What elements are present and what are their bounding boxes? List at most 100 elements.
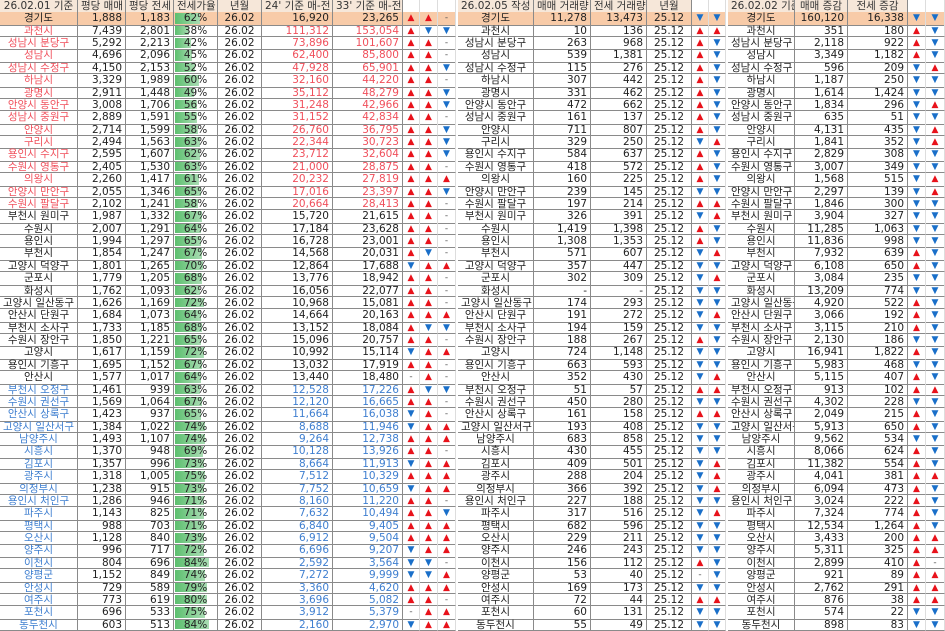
middle-year-month-cell[interactable]: 25.12: [647, 185, 692, 199]
middle-jeonse-volume-cell[interactable]: 57: [591, 383, 647, 397]
middle-year-month-cell[interactable]: 25.12: [647, 395, 692, 409]
middle-year-month-cell[interactable]: 25.12: [647, 309, 692, 323]
left-jeonse-ratio-cell[interactable]: 62%: [174, 284, 218, 298]
left-jeonse-per-pyeong-cell[interactable]: 696: [126, 556, 174, 570]
right-sale-change-cell[interactable]: 1,846: [795, 197, 848, 211]
left-jeonse-ratio-cell[interactable]: 63%: [174, 136, 218, 149]
left-jeonse-per-pyeong-cell[interactable]: 1,017: [126, 371, 174, 385]
left-jeonse-per-pyeong-cell[interactable]: 948: [126, 445, 174, 459]
left-header-sale-per-pyeong[interactable]: 평당 매매: [78, 0, 126, 13]
left-header-region[interactable]: 26.02.01 기준: [0, 0, 78, 13]
middle-jeonse-volume-cell[interactable]: 49: [591, 618, 647, 631]
right-sale-change-cell[interactable]: 11,836: [795, 235, 848, 248]
right-sale-change-cell[interactable]: 1,834: [795, 98, 848, 112]
left-jeonse-per-pyeong-cell[interactable]: 717: [126, 544, 174, 558]
left-sale-minus-jeonse-33-cell[interactable]: 15,114: [333, 346, 403, 360]
left-jeonse-per-pyeong-cell[interactable]: 1,205: [126, 272, 174, 286]
left-sale-minus-jeonse-24-cell[interactable]: 8,664: [262, 457, 333, 471]
left-year-month-cell[interactable]: 26.02: [218, 383, 262, 397]
left-jeonse-ratio-cell[interactable]: 64%: [174, 222, 218, 236]
right-region-cell[interactable]: 고양시 일산서구: [728, 420, 795, 434]
left-jeonse-ratio-cell[interactable]: 74%: [174, 433, 218, 446]
left-sale-minus-jeonse-24-cell[interactable]: 22,344: [262, 136, 333, 149]
right-sale-change-cell[interactable]: 876: [795, 593, 848, 607]
left-year-month-cell[interactable]: 26.02: [218, 136, 262, 149]
right-sale-change-cell[interactable]: 1,187: [795, 74, 848, 88]
right-jeonse-change-cell[interactable]: 534: [848, 433, 908, 446]
left-jeonse-ratio-cell[interactable]: 80%: [174, 593, 218, 607]
left-sale-per-pyeong-cell[interactable]: 1,801: [78, 259, 126, 273]
left-jeonse-per-pyeong-cell[interactable]: 1,159: [126, 346, 174, 360]
left-sale-minus-jeonse-33-cell[interactable]: 27,819: [333, 173, 403, 187]
left-sale-per-pyeong-cell[interactable]: 696: [78, 606, 126, 620]
left-jeonse-per-pyeong-cell[interactable]: 1,448: [126, 86, 174, 100]
left-region-cell[interactable]: 구리시: [0, 136, 78, 149]
middle-sale-volume-cell[interactable]: 357: [534, 259, 591, 273]
right-sale-change-cell[interactable]: 5,311: [795, 544, 848, 558]
right-sale-change-cell[interactable]: 921: [795, 569, 848, 583]
left-year-month-cell[interactable]: 26.02: [218, 544, 262, 558]
middle-jeonse-volume-cell[interactable]: 447: [591, 259, 647, 273]
right-jeonse-change-cell[interactable]: 639: [848, 247, 908, 261]
middle-year-month-cell[interactable]: 25.12: [647, 532, 692, 545]
middle-region-cell[interactable]: 성남시 수정구: [458, 61, 534, 75]
left-sale-minus-jeonse-33-cell[interactable]: 12,738: [333, 433, 403, 446]
left-header-sale-minus-jeonse-33[interactable]: 33' 기준 매-전: [333, 0, 403, 13]
left-sale-per-pyeong-cell[interactable]: 1,238: [78, 482, 126, 496]
middle-region-cell[interactable]: 성남시: [458, 49, 534, 63]
middle-jeonse-volume-cell[interactable]: 430: [591, 371, 647, 385]
middle-sale-volume-cell[interactable]: 302: [534, 272, 591, 286]
right-region-cell[interactable]: 이천시: [728, 556, 795, 570]
left-sale-minus-jeonse-33-cell[interactable]: 85,800: [333, 49, 403, 63]
left-jeonse-per-pyeong-cell[interactable]: 915: [126, 482, 174, 496]
right-region-cell[interactable]: 의정부시: [728, 482, 795, 496]
left-jeonse-per-pyeong-cell[interactable]: 939: [126, 383, 174, 397]
left-sale-per-pyeong-cell[interactable]: 2,102: [78, 197, 126, 211]
right-jeonse-change-cell[interactable]: 1,063: [848, 222, 908, 236]
left-sale-minus-jeonse-24-cell[interactable]: 6,912: [262, 532, 333, 545]
left-region-cell[interactable]: 용인시 기흥구: [0, 358, 78, 372]
left-region-cell[interactable]: 수원시 장안구: [0, 334, 78, 347]
left-jeonse-per-pyeong-cell[interactable]: 1,169: [126, 296, 174, 310]
middle-header-sale-volume[interactable]: 매매 거래량: [534, 0, 591, 13]
middle-year-month-cell[interactable]: 25.12: [647, 173, 692, 187]
left-jeonse-per-pyeong-cell[interactable]: 1,022: [126, 420, 174, 434]
left-year-month-cell[interactable]: 26.02: [218, 395, 262, 409]
left-year-month-cell[interactable]: 26.02: [218, 148, 262, 162]
middle-region-cell[interactable]: 평택시: [458, 519, 534, 533]
middle-jeonse-volume-cell[interactable]: 391: [591, 210, 647, 224]
left-sale-minus-jeonse-33-cell[interactable]: 36,795: [333, 123, 403, 137]
left-sale-minus-jeonse-24-cell[interactable]: 13,440: [262, 371, 333, 385]
middle-sale-volume-cell[interactable]: 307: [534, 74, 591, 88]
middle-sale-volume-cell[interactable]: 430: [534, 445, 591, 459]
middle-region-cell[interactable]: 부천시 오정구: [458, 383, 534, 397]
middle-jeonse-volume-cell[interactable]: 173: [591, 581, 647, 594]
left-sale-minus-jeonse-24-cell[interactable]: 13,152: [262, 321, 333, 335]
left-sale-minus-jeonse-24-cell[interactable]: 73,896: [262, 37, 333, 50]
left-jeonse-per-pyeong-cell[interactable]: 1,989: [126, 74, 174, 88]
left-region-cell[interactable]: 오산시: [0, 532, 78, 545]
middle-year-month-cell[interactable]: 25.12: [647, 420, 692, 434]
right-sale-change-cell[interactable]: 16,941: [795, 346, 848, 360]
left-year-month-cell[interactable]: 26.02: [218, 197, 262, 211]
middle-sale-volume-cell[interactable]: 194: [534, 321, 591, 335]
middle-sale-volume-cell[interactable]: 711: [534, 123, 591, 137]
left-jeonse-per-pyeong-cell[interactable]: 1,346: [126, 185, 174, 199]
left-region-cell[interactable]: 부천시 소사구: [0, 321, 78, 335]
left-jeonse-ratio-cell[interactable]: 65%: [174, 408, 218, 422]
right-sale-change-cell[interactable]: 4,302: [795, 395, 848, 409]
left-sale-per-pyeong-cell[interactable]: 773: [78, 593, 126, 607]
right-jeonse-change-cell[interactable]: 22: [848, 606, 908, 620]
middle-sale-volume-cell[interactable]: 174: [534, 296, 591, 310]
right-jeonse-change-cell[interactable]: 774: [848, 284, 908, 298]
right-region-cell[interactable]: 군포시: [728, 272, 795, 286]
right-region-cell[interactable]: 수원시 영통구: [728, 160, 795, 174]
left-sale-per-pyeong-cell[interactable]: 1,357: [78, 457, 126, 471]
middle-region-cell[interactable]: 안산시: [458, 371, 534, 385]
middle-region-cell[interactable]: 의정부시: [458, 482, 534, 496]
left-sale-minus-jeonse-33-cell[interactable]: 4,620: [333, 581, 403, 594]
middle-header-region[interactable]: 26.02.05 작성: [458, 0, 534, 13]
right-jeonse-change-cell[interactable]: 998: [848, 235, 908, 248]
left-region-cell[interactable]: 김포시: [0, 457, 78, 471]
middle-jeonse-volume-cell[interactable]: 455: [591, 445, 647, 459]
